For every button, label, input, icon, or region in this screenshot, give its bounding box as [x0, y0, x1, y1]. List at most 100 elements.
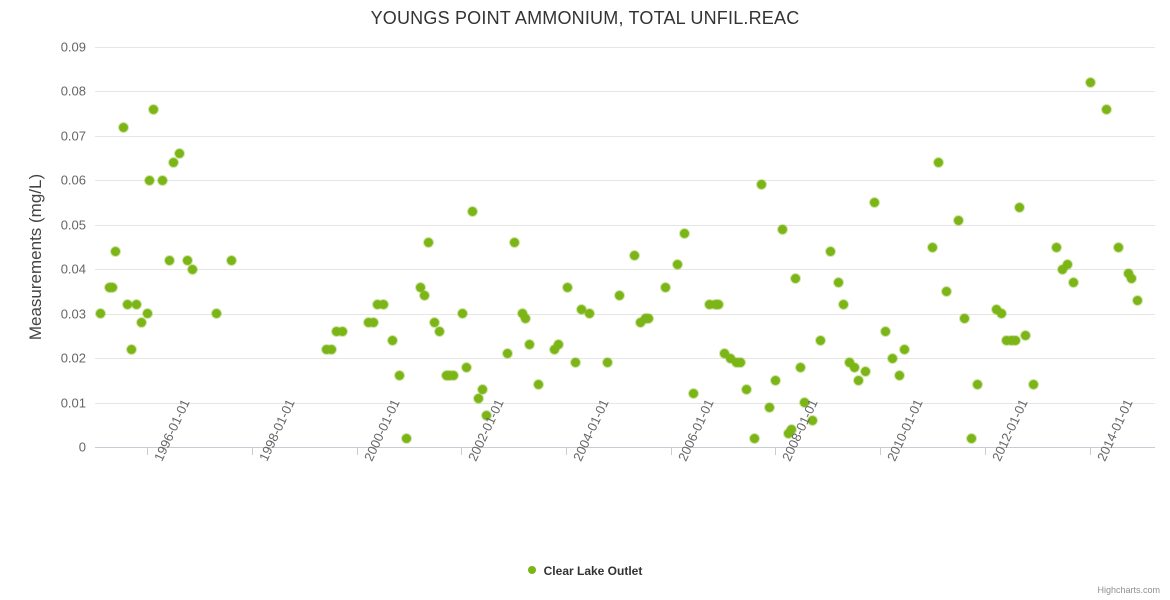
data-point[interactable]	[524, 340, 534, 350]
data-point[interactable]	[1051, 242, 1061, 252]
data-point[interactable]	[880, 326, 890, 336]
data-point[interactable]	[991, 304, 1001, 314]
data-point[interactable]	[757, 180, 767, 190]
data-point[interactable]	[1086, 78, 1096, 88]
data-point[interactable]	[941, 286, 951, 296]
data-point[interactable]	[337, 326, 347, 336]
data-point[interactable]	[175, 149, 185, 159]
data-point[interactable]	[554, 340, 564, 350]
data-point[interactable]	[142, 309, 152, 319]
data-point[interactable]	[387, 335, 397, 345]
data-point[interactable]	[327, 344, 337, 354]
data-point[interactable]	[448, 371, 458, 381]
data-point[interactable]	[429, 318, 439, 328]
data-point[interactable]	[741, 384, 751, 394]
data-point[interactable]	[457, 309, 467, 319]
data-point[interactable]	[111, 246, 121, 256]
data-point[interactable]	[571, 358, 581, 368]
data-point[interactable]	[1028, 380, 1038, 390]
data-point[interactable]	[95, 309, 105, 319]
data-point[interactable]	[107, 282, 117, 292]
data-point[interactable]	[136, 318, 146, 328]
data-point[interactable]	[127, 344, 137, 354]
data-point[interactable]	[517, 309, 527, 319]
data-point[interactable]	[800, 398, 810, 408]
data-point[interactable]	[1126, 273, 1136, 283]
data-point[interactable]	[132, 300, 142, 310]
data-point[interactable]	[1101, 104, 1111, 114]
data-point[interactable]	[226, 255, 236, 265]
data-point[interactable]	[482, 411, 492, 421]
data-point[interactable]	[122, 300, 132, 310]
data-point[interactable]	[373, 300, 383, 310]
data-point[interactable]	[477, 384, 487, 394]
data-point[interactable]	[434, 326, 444, 336]
data-point[interactable]	[332, 326, 342, 336]
data-point[interactable]	[816, 335, 825, 345]
data-point[interactable]	[187, 264, 197, 274]
highcharts-credits-link[interactable]: Highcharts.com	[1097, 585, 1160, 595]
data-point[interactable]	[1014, 202, 1024, 212]
data-point[interactable]	[807, 415, 817, 425]
data-point[interactable]	[966, 433, 976, 443]
data-point[interactable]	[853, 375, 863, 385]
data-point[interactable]	[736, 358, 746, 368]
data-point[interactable]	[672, 260, 682, 270]
data-point[interactable]	[402, 433, 412, 443]
data-point[interactable]	[395, 371, 405, 381]
data-point[interactable]	[770, 375, 780, 385]
data-point[interactable]	[615, 291, 624, 301]
data-point[interactable]	[973, 380, 983, 390]
data-point[interactable]	[169, 158, 179, 168]
data-point[interactable]	[473, 393, 483, 403]
data-point[interactable]	[928, 242, 938, 252]
data-point[interactable]	[899, 344, 909, 354]
data-point[interactable]	[145, 175, 155, 185]
data-point[interactable]	[363, 318, 373, 328]
data-point[interactable]	[833, 278, 843, 288]
data-point[interactable]	[584, 309, 594, 319]
data-point[interactable]	[954, 215, 964, 225]
data-point[interactable]	[468, 206, 478, 216]
data-point[interactable]	[839, 300, 849, 310]
data-point[interactable]	[502, 349, 512, 359]
data-point[interactable]	[849, 362, 859, 372]
data-point[interactable]	[416, 282, 426, 292]
data-point[interactable]	[783, 429, 793, 439]
legend-item[interactable]: Clear Lake Outlet	[527, 564, 642, 578]
data-point[interactable]	[603, 358, 613, 368]
data-point[interactable]	[1063, 260, 1073, 270]
data-point[interactable]	[790, 273, 800, 283]
data-point[interactable]	[420, 291, 430, 301]
data-point[interactable]	[149, 104, 159, 114]
data-point[interactable]	[510, 238, 520, 248]
data-point[interactable]	[1069, 278, 1079, 288]
data-point[interactable]	[997, 309, 1007, 319]
data-point[interactable]	[725, 353, 735, 363]
data-point[interactable]	[534, 380, 544, 390]
data-point[interactable]	[635, 318, 645, 328]
data-point[interactable]	[719, 349, 729, 359]
data-point[interactable]	[661, 282, 671, 292]
data-point[interactable]	[164, 255, 174, 265]
data-point[interactable]	[861, 366, 871, 376]
data-point[interactable]	[750, 433, 760, 443]
data-point[interactable]	[629, 251, 639, 261]
data-point[interactable]	[321, 344, 331, 354]
data-point[interactable]	[379, 300, 389, 310]
data-point[interactable]	[826, 246, 836, 256]
data-point[interactable]	[705, 300, 715, 310]
data-point[interactable]	[778, 224, 788, 234]
data-point[interactable]	[520, 313, 530, 323]
data-point[interactable]	[679, 229, 689, 239]
data-point[interactable]	[888, 353, 898, 363]
data-point[interactable]	[562, 282, 572, 292]
data-point[interactable]	[644, 313, 654, 323]
data-point[interactable]	[182, 255, 192, 265]
data-point[interactable]	[424, 238, 434, 248]
data-point[interactable]	[1133, 295, 1143, 305]
data-point[interactable]	[119, 122, 129, 132]
data-point[interactable]	[1010, 335, 1020, 345]
data-point[interactable]	[934, 158, 944, 168]
data-point[interactable]	[689, 389, 699, 399]
